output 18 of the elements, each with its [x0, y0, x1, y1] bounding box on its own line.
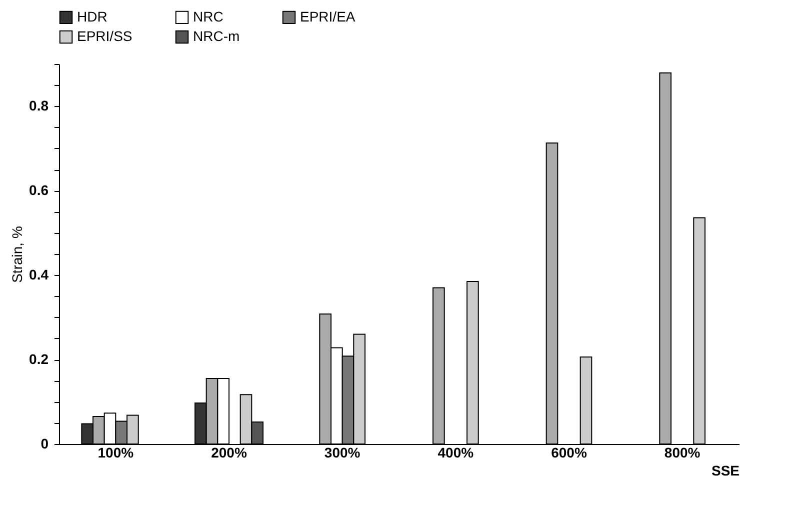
x-tick-label: 600% [551, 444, 588, 460]
y-axis-title: Strain, % [9, 226, 26, 283]
x-tick-label: 800% [664, 444, 701, 460]
x-axis-title: SSE [711, 462, 740, 478]
legend-label: NRC [193, 8, 224, 24]
x-tick-label: 100% [98, 444, 134, 460]
x-tick-label: 300% [324, 444, 361, 460]
legend-label: EPRI/SS [77, 28, 132, 44]
y-tick-label: 0.8 [29, 98, 49, 114]
y-tick-label: 0 [40, 436, 49, 452]
legend-label: HDR [77, 8, 108, 24]
legend-label: EPRI/EA [300, 8, 356, 24]
legend-label: NRC-m [193, 28, 240, 44]
y-tick-label: 0.2 [29, 351, 49, 368]
x-tick-label: 200% [211, 444, 248, 460]
y-tick-label: 0.6 [29, 182, 49, 198]
y-tick-label: 0.4 [29, 266, 49, 283]
x-tick-label: 400% [438, 444, 474, 460]
